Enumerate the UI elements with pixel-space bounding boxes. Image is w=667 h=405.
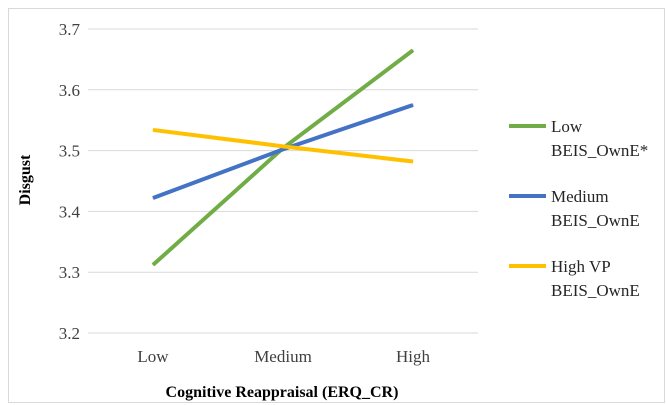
legend-label: Medium <box>551 187 609 206</box>
series-1-point <box>412 104 414 106</box>
legend-label: BEIS_OwnE* <box>551 141 648 160</box>
x-tick-label: High <box>396 347 431 366</box>
x-tick-labels: Low Medium High <box>137 347 430 366</box>
y-tick-label: 3.5 <box>59 142 80 161</box>
x-tick-label: Medium <box>254 347 312 366</box>
series-0-point <box>152 264 154 266</box>
series-2-point <box>412 161 414 163</box>
gridlines <box>88 28 478 334</box>
y-tick-labels: 3.2 3.3 3.4 3.5 3.6 3.7 <box>59 20 81 343</box>
legend-label: High VP <box>551 257 611 276</box>
y-tick-label: 3.3 <box>59 263 80 282</box>
series-lines <box>151 48 415 267</box>
series-line-2 <box>152 127 414 164</box>
legend-label: BEIS_OwnE <box>551 281 640 300</box>
y-tick-label: 3.6 <box>59 81 80 100</box>
legend-label: Low <box>551 117 583 136</box>
chart-frame <box>8 8 665 403</box>
series-0-point <box>412 49 414 51</box>
series-2-point <box>152 129 154 131</box>
legend-label: BEIS_OwnE <box>551 211 640 230</box>
y-axis-title: Disgust <box>17 154 34 205</box>
series-1-point <box>152 197 154 199</box>
series-1-point <box>282 148 284 150</box>
series-2-point <box>282 145 284 147</box>
y-tick-label: 3.2 <box>59 324 80 343</box>
series-line-1 <box>152 103 414 200</box>
y-tick-label: 3.4 <box>59 202 81 221</box>
x-axis-title: Cognitive Reappraisal (ERQ_CR) <box>166 384 399 401</box>
x-tick-label: Low <box>137 347 169 366</box>
legend: Low BEIS_OwnE* Medium BEIS_OwnE High VP BEIS_… <box>509 117 648 300</box>
y-tick-label: 3.7 <box>59 20 81 39</box>
